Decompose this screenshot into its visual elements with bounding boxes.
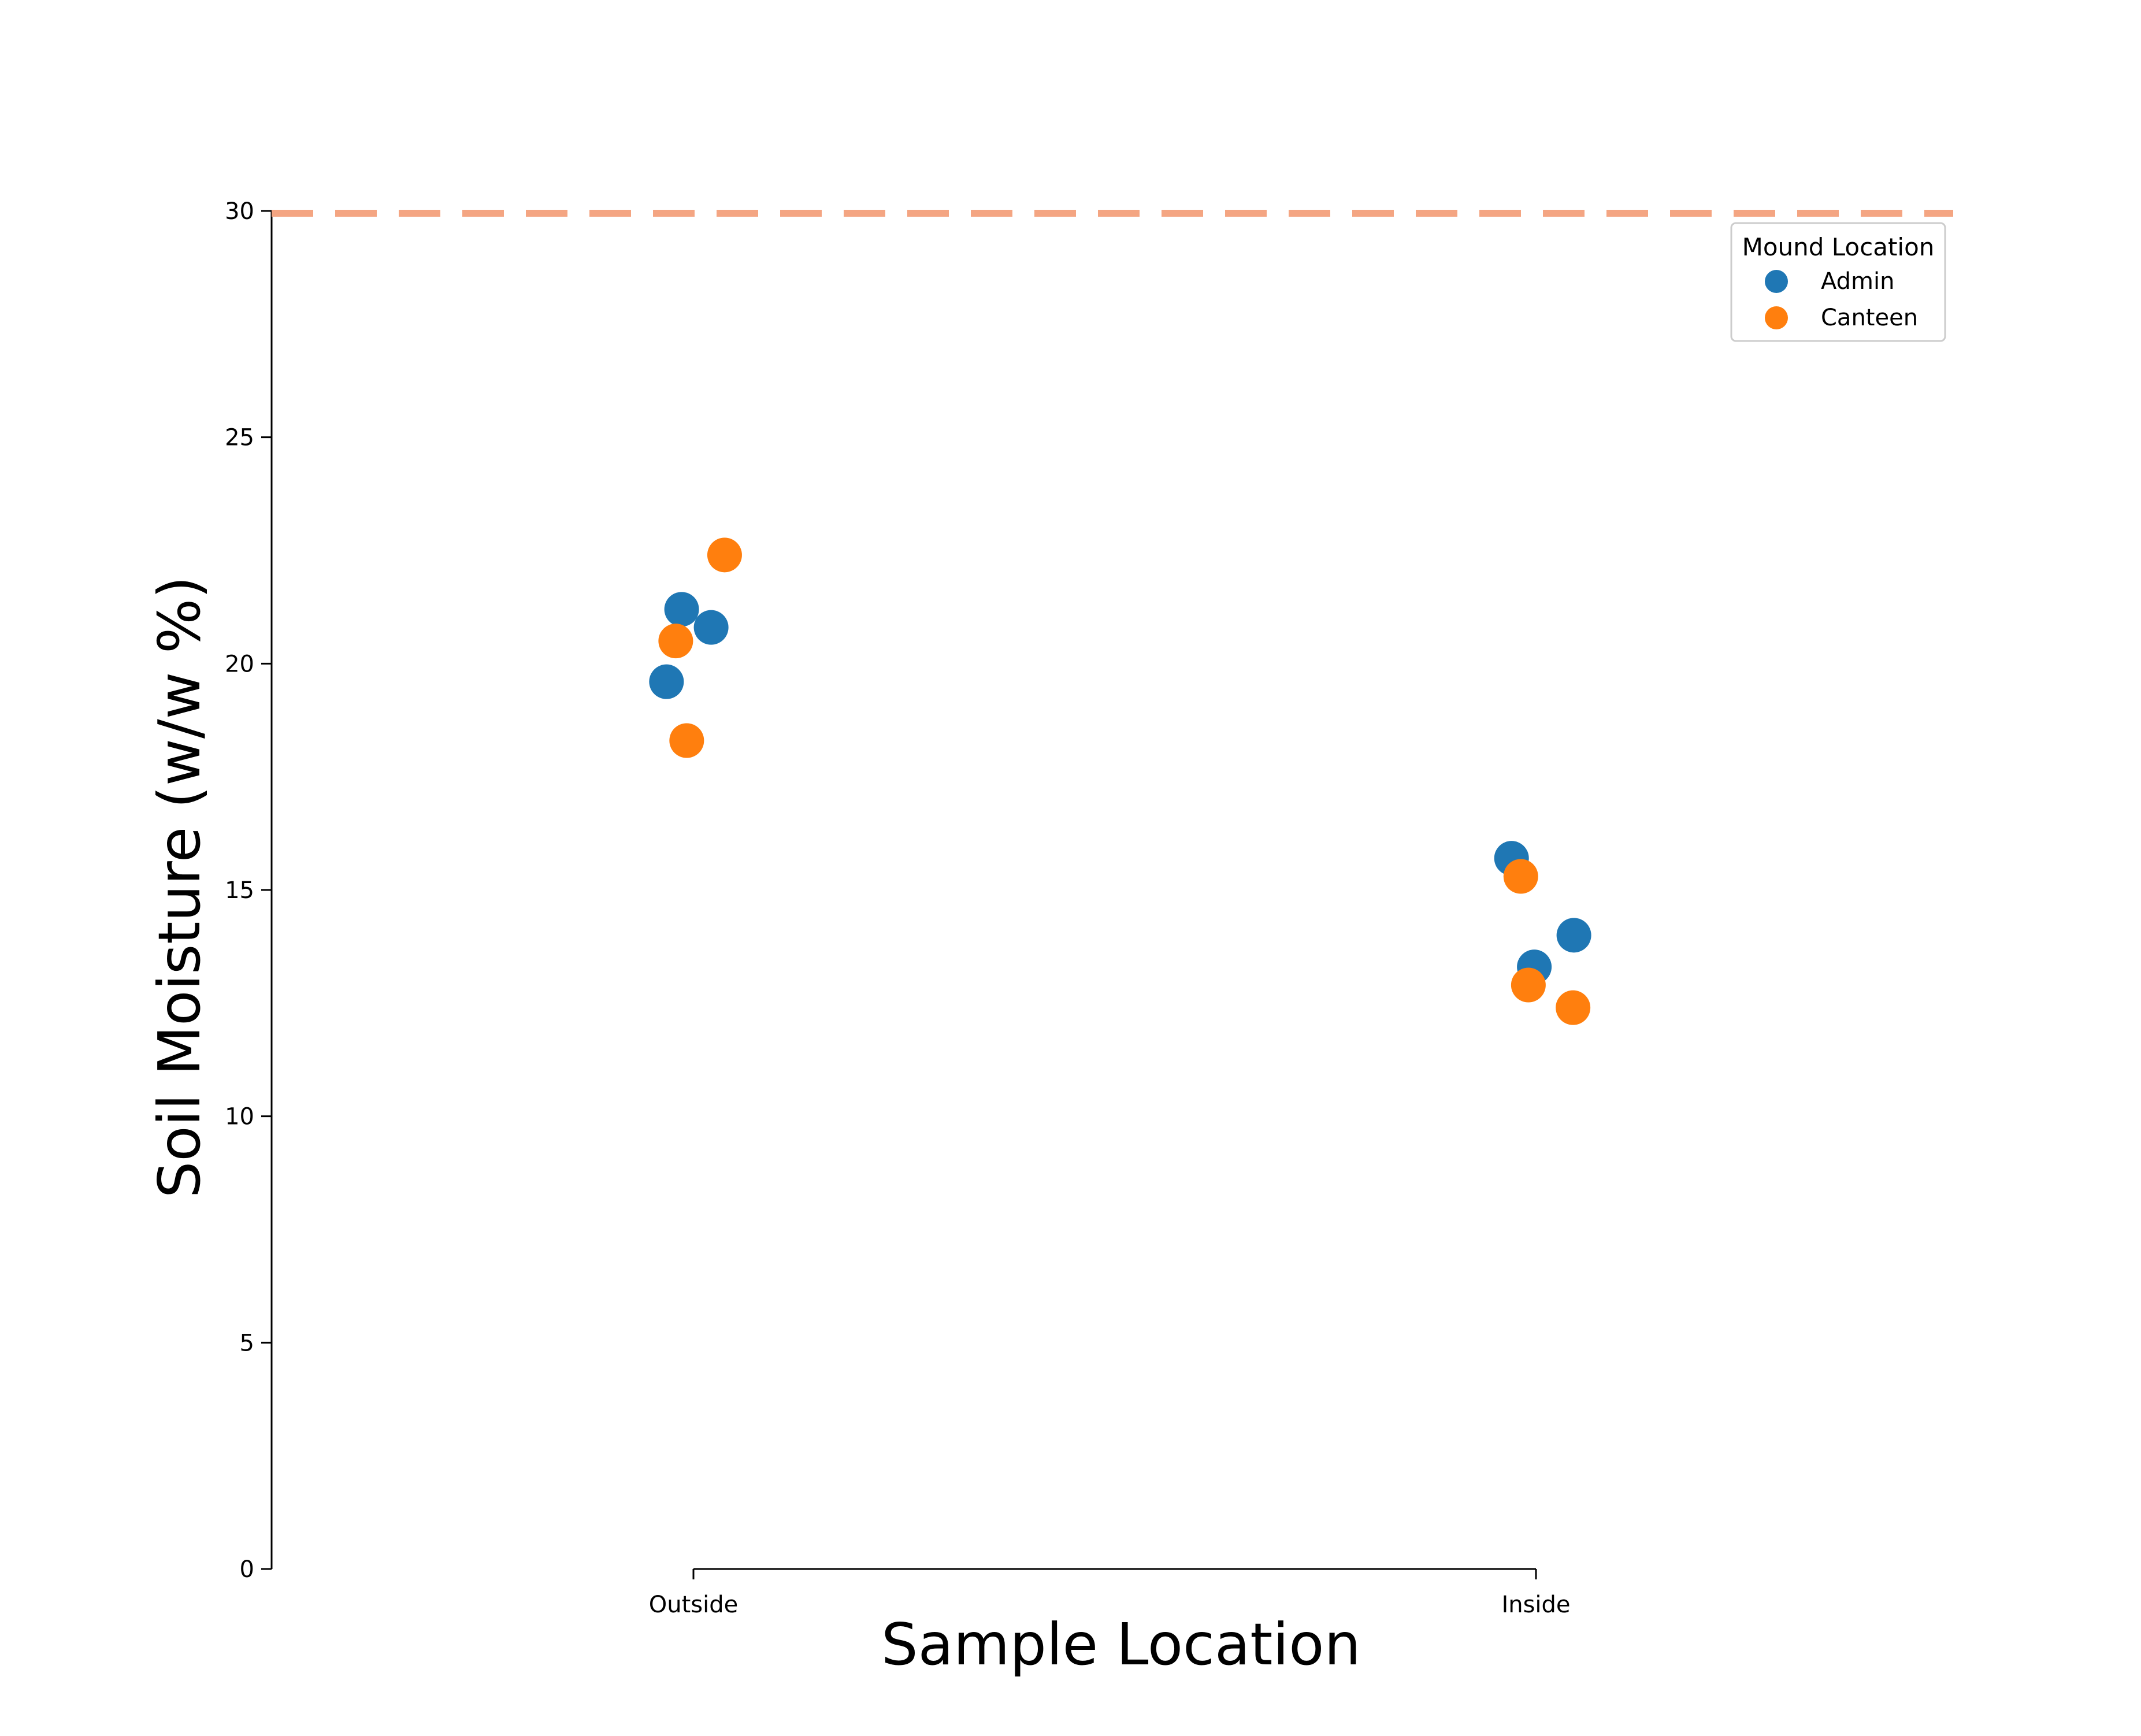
legend-label-admin: Admin bbox=[1821, 268, 1894, 295]
y-tick-label: 0 bbox=[240, 1556, 254, 1583]
data-point-canteen bbox=[1556, 990, 1591, 1025]
data-point-admin bbox=[1556, 918, 1591, 953]
legend-label-canteen: Canteen bbox=[1821, 305, 1918, 331]
data-point-canteen bbox=[1503, 859, 1538, 894]
data-points bbox=[649, 537, 1591, 1025]
axes: 0 5 10 15 20 25 30 Outside Inside bbox=[225, 198, 1570, 1618]
y-axis-label: Soil Moisture (w/w %) bbox=[146, 576, 213, 1198]
data-point-admin bbox=[649, 664, 684, 699]
legend-items: Admin Canteen bbox=[1765, 268, 1918, 331]
y-tick-label: 30 bbox=[225, 198, 254, 225]
data-point-admin bbox=[693, 610, 729, 645]
legend-marker-canteen bbox=[1765, 306, 1788, 329]
y-tick-label: 10 bbox=[225, 1104, 254, 1130]
data-point-canteen bbox=[707, 537, 742, 573]
data-point-admin bbox=[664, 592, 699, 627]
data-point-canteen bbox=[669, 723, 704, 758]
legend-title: Mound Location bbox=[1742, 233, 1935, 261]
y-tick-label: 20 bbox=[225, 651, 254, 677]
data-point-canteen bbox=[658, 624, 693, 659]
x-axis-label: Sample Location bbox=[881, 1611, 1361, 1678]
x-tick-label: Inside bbox=[1501, 1592, 1570, 1618]
x-tick-label: Outside bbox=[649, 1592, 738, 1618]
y-tick-label: 5 bbox=[240, 1330, 254, 1356]
y-tick-label: 25 bbox=[225, 425, 254, 451]
y-tick-label: 15 bbox=[225, 877, 254, 904]
data-point-canteen bbox=[1511, 967, 1546, 1003]
legend: Mound Location Admin Canteen bbox=[1730, 222, 1946, 342]
legend-marker-admin bbox=[1765, 270, 1788, 293]
